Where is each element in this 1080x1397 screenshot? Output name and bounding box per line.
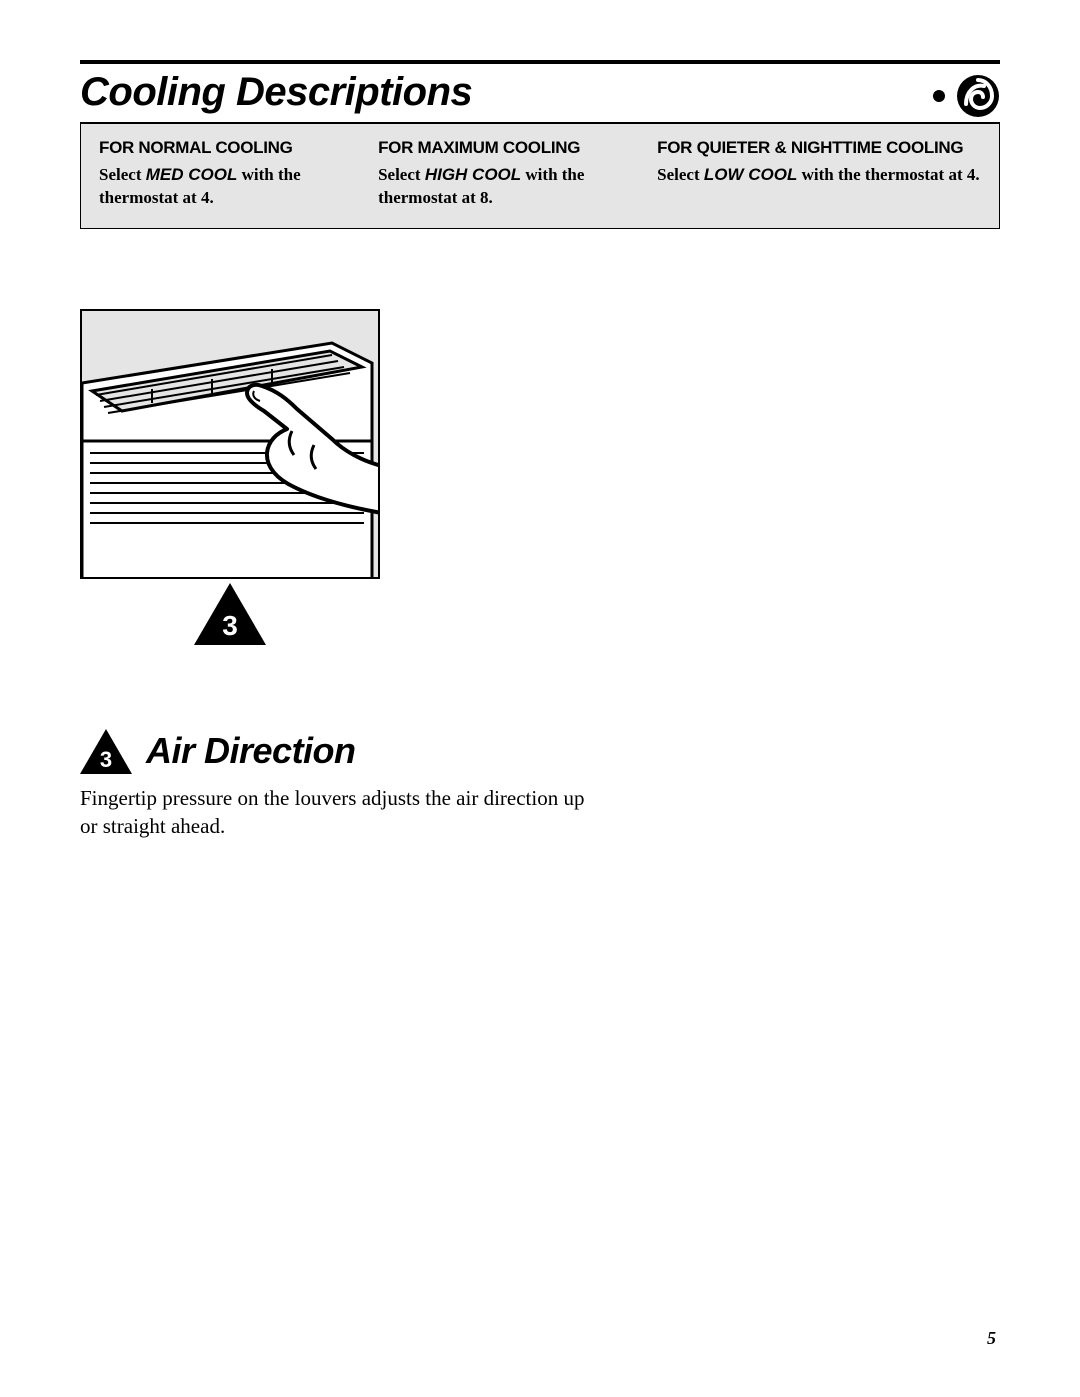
badge-number: 3 [100,747,112,772]
badge-number: 3 [222,610,238,641]
desc-col-normal: FOR NORMAL COOLING Select MED COOL with … [99,138,358,210]
desc-prefix: Select [378,165,425,184]
desc-mode: HIGH COOL [425,165,521,184]
triangle-badge-icon: 3 [194,583,266,645]
desc-body: Select HIGH COOL with the thermostat at … [378,164,637,210]
air-direction-heading-row: 3 Air Direction [80,729,1000,774]
desc-body: Select LOW COOL with the thermostat at 4… [657,164,981,187]
page-number: 5 [987,1328,996,1349]
louver-svg [82,311,380,579]
desc-body: Select MED COOL with the thermostat at 4… [99,164,358,210]
section-body: Fingertip pressure on the louvers adjust… [80,784,600,841]
desc-heading: FOR NORMAL COOLING [99,138,358,158]
desc-prefix: Select [99,165,146,184]
desc-mode: LOW COOL [704,165,797,184]
header-row: Cooling Descriptions [80,70,1000,118]
desc-suffix: with the thermostat at 4. [797,165,979,184]
cooling-descriptions-box: FOR NORMAL COOLING Select MED COOL with … [80,123,1000,229]
desc-heading: FOR QUIETER & NIGHTTIME COOLING [657,138,981,158]
louver-hand-illustration [80,309,380,579]
page: Cooling Descriptions FOR NORMAL COOLING … [0,0,1080,1397]
header-icons [932,70,1000,118]
desc-mode: MED COOL [146,165,238,184]
dot-icon [932,89,946,103]
swirl-icon [956,74,1000,118]
desc-col-maximum: FOR MAXIMUM COOLING Select HIGH COOL wit… [378,138,637,210]
top-rule [80,60,1000,64]
desc-col-quieter: FOR QUIETER & NIGHTTIME COOLING Select L… [657,138,981,210]
illustration-block: 3 [80,309,380,579]
main-title: Cooling Descriptions [80,70,472,115]
desc-heading: FOR MAXIMUM COOLING [378,138,637,158]
section-title: Air Direction [146,730,356,772]
desc-prefix: Select [657,165,704,184]
triangle-badge-icon: 3 [80,729,132,774]
